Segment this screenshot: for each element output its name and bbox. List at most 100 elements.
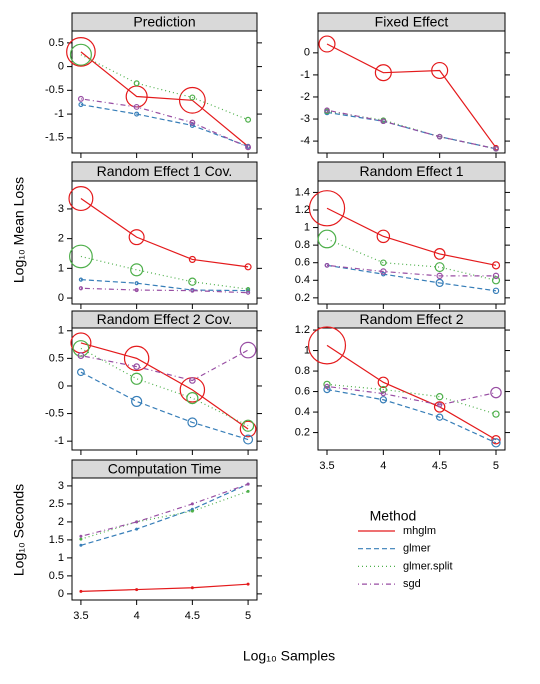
y-tick-label: 2 bbox=[58, 233, 64, 245]
panel-title: Random Effect 2 Cov. bbox=[97, 311, 233, 327]
point-circle bbox=[434, 262, 445, 273]
point bbox=[246, 489, 250, 493]
y-tick-label: -0.5 bbox=[45, 407, 64, 419]
y-tick-label: 1 bbox=[58, 262, 64, 274]
point-circle bbox=[380, 118, 387, 125]
panel bbox=[317, 30, 506, 154]
point-circle bbox=[133, 80, 140, 87]
point-circle bbox=[188, 255, 196, 264]
point-circle bbox=[78, 277, 84, 282]
point-circle bbox=[187, 417, 198, 428]
point-circle bbox=[77, 352, 85, 359]
point-circle bbox=[492, 287, 500, 295]
point-circle bbox=[241, 419, 255, 432]
y-tick-label: 3 bbox=[58, 480, 64, 492]
y-tick-label: 1 bbox=[58, 552, 64, 564]
point-circle bbox=[189, 377, 196, 384]
y-tick-label: 0 bbox=[304, 47, 310, 59]
y-tick-label: 0.4 bbox=[295, 274, 310, 286]
y-tick-label: 2.5 bbox=[49, 498, 64, 510]
series-line bbox=[80, 342, 249, 430]
point-circle bbox=[178, 86, 206, 114]
point-circle bbox=[130, 263, 144, 277]
y-tick-label: 0.5 bbox=[49, 37, 64, 49]
point-circle bbox=[243, 434, 254, 445]
y-tick-label: 0.5 bbox=[49, 352, 64, 364]
point-circle bbox=[128, 229, 145, 246]
point-circle bbox=[492, 410, 500, 418]
point bbox=[246, 482, 250, 486]
point-circle bbox=[323, 380, 331, 389]
point-circle bbox=[189, 122, 195, 128]
legend-label: mhglm bbox=[403, 525, 436, 537]
x-tick-label: 5 bbox=[493, 460, 499, 472]
series-line bbox=[80, 583, 249, 592]
point-circle bbox=[437, 402, 443, 408]
point-circle bbox=[431, 61, 449, 80]
series-line bbox=[326, 383, 497, 415]
point-circle bbox=[436, 133, 443, 140]
y-tick-label: -2 bbox=[300, 91, 310, 103]
y-tick-label: 0 bbox=[58, 61, 64, 73]
point-circle bbox=[379, 396, 388, 404]
y-tick-label: -4 bbox=[300, 135, 310, 147]
panel bbox=[71, 477, 258, 601]
point-circle bbox=[307, 326, 347, 365]
point-circle bbox=[239, 341, 257, 359]
point-circle bbox=[245, 290, 251, 295]
point-circle bbox=[123, 345, 150, 372]
point bbox=[190, 502, 194, 506]
point-circle bbox=[189, 119, 196, 126]
point-circle bbox=[78, 286, 84, 291]
y-tick-label: 0.4 bbox=[295, 406, 310, 418]
series-line bbox=[326, 264, 497, 292]
y-tick-label: -1 bbox=[54, 435, 64, 447]
point-circle bbox=[69, 244, 93, 269]
point-circle bbox=[491, 261, 501, 270]
point-circle bbox=[380, 268, 387, 275]
point-circle bbox=[318, 35, 336, 53]
point-circle bbox=[433, 401, 446, 413]
series-line bbox=[326, 109, 497, 150]
point-circle bbox=[77, 368, 85, 377]
series-line bbox=[326, 385, 497, 406]
point bbox=[190, 509, 194, 513]
point bbox=[135, 520, 139, 524]
y-tick-label: 0 bbox=[58, 380, 64, 392]
point-circle bbox=[377, 376, 390, 389]
point-circle bbox=[435, 278, 444, 288]
x-tick-label: 5 bbox=[245, 610, 251, 622]
point bbox=[79, 589, 83, 593]
point-circle bbox=[69, 43, 92, 66]
panel bbox=[71, 180, 258, 305]
point-circle bbox=[324, 107, 330, 114]
legend-label: sgd bbox=[403, 578, 421, 590]
y-tick-label: 3 bbox=[58, 203, 64, 215]
point-circle bbox=[133, 103, 140, 110]
point-circle bbox=[134, 111, 140, 117]
point-circle bbox=[134, 287, 139, 293]
point-circle bbox=[491, 276, 501, 285]
legend-label: glmer.split bbox=[403, 560, 453, 572]
point-circle bbox=[324, 262, 330, 268]
x-axis-label: Log₁₀ Samples bbox=[243, 648, 335, 664]
panel-title: Prediction bbox=[133, 14, 195, 30]
point bbox=[190, 586, 194, 590]
point bbox=[79, 543, 83, 547]
panel bbox=[317, 180, 506, 305]
point bbox=[135, 527, 139, 531]
series-line bbox=[80, 287, 249, 294]
series-line bbox=[80, 371, 249, 441]
y-tick-label: 1.5 bbox=[49, 534, 64, 546]
x-tick-label: 3.5 bbox=[73, 610, 88, 622]
y-tick-label: 1.2 bbox=[295, 204, 310, 216]
series-line bbox=[80, 279, 249, 292]
x-tick-label: 4.5 bbox=[185, 610, 200, 622]
point-circle bbox=[491, 438, 501, 448]
y-axis-label: Log₁₀ Seconds bbox=[11, 484, 27, 576]
point bbox=[79, 537, 83, 541]
point-circle bbox=[492, 272, 500, 280]
x-tick-label: 4.5 bbox=[432, 460, 447, 472]
series-line bbox=[80, 349, 249, 382]
